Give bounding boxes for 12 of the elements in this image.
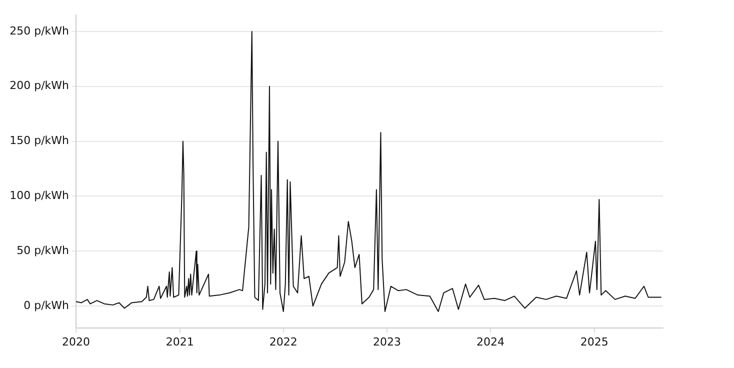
y-tick-label: 200 p/kWh — [10, 79, 70, 92]
y-tick-label: 0 p/kWh — [24, 298, 70, 312]
y-tick-label: 150 p/kWh — [10, 134, 70, 148]
x-tick-label: 2020 — [62, 335, 90, 348]
x-tick-label: 2022 — [269, 335, 298, 348]
x-tick-label: 2024 — [476, 335, 505, 348]
y-tick-label: 100 p/kWh — [10, 189, 70, 202]
x-tick-label: 2023 — [372, 335, 401, 348]
x-tick-label: 2025 — [580, 335, 608, 348]
y-tick-label: 250 p/kWh — [10, 24, 70, 38]
x-tick-label: 2021 — [166, 335, 194, 348]
y-tick-label: 50 p/kWh — [16, 244, 70, 257]
